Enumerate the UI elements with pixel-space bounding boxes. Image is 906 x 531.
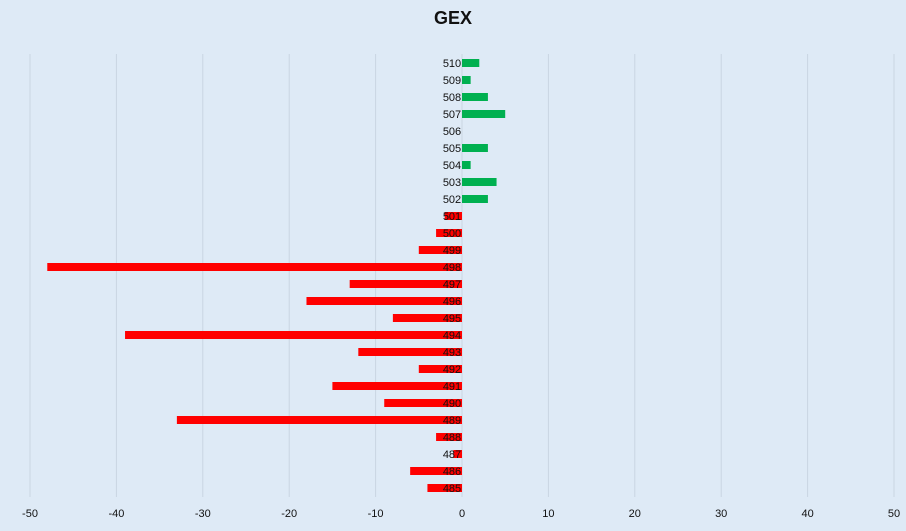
category-label: 509 xyxy=(443,75,461,87)
bar xyxy=(462,76,471,84)
bar xyxy=(410,467,462,475)
bar xyxy=(436,229,462,237)
category-label: 499 xyxy=(443,245,461,257)
category-label: 500 xyxy=(443,228,461,240)
x-tick-label: -30 xyxy=(195,508,211,520)
bar xyxy=(462,110,506,118)
bar xyxy=(47,263,462,271)
category-label: 490 xyxy=(443,398,461,410)
x-tick-label: 10 xyxy=(542,508,554,520)
bar xyxy=(427,484,462,492)
bar xyxy=(418,365,462,373)
category-label: 496 xyxy=(443,296,461,308)
x-tick-label: 20 xyxy=(629,508,641,520)
bar xyxy=(462,144,488,152)
category-label: 502 xyxy=(443,194,461,206)
category-label: 497 xyxy=(443,279,461,291)
bar xyxy=(176,416,462,424)
category-label: 503 xyxy=(443,177,461,189)
category-label: 506 xyxy=(443,126,461,138)
bar xyxy=(392,314,462,322)
bar xyxy=(358,348,462,356)
bar xyxy=(306,297,462,305)
x-tick-label: -40 xyxy=(108,508,124,520)
bar xyxy=(453,450,462,458)
category-label: 508 xyxy=(443,92,461,104)
x-tick-label: 50 xyxy=(888,508,900,520)
category-label: 498 xyxy=(443,262,461,274)
x-tick-label: 30 xyxy=(715,508,727,520)
bar xyxy=(384,399,462,407)
category-label: 501 xyxy=(443,211,461,223)
bar xyxy=(444,212,462,220)
category-label: 488 xyxy=(443,432,461,444)
x-tick-label: -20 xyxy=(281,508,297,520)
category-label: 485 xyxy=(443,483,461,495)
bar xyxy=(462,59,480,67)
category-label: 507 xyxy=(443,109,461,121)
bar xyxy=(462,195,488,203)
category-label: 493 xyxy=(443,347,461,359)
category-label: 489 xyxy=(443,415,461,427)
x-tick-label: 40 xyxy=(801,508,813,520)
category-label: 486 xyxy=(443,466,461,478)
category-label: 504 xyxy=(443,160,461,172)
bar xyxy=(332,382,462,390)
bar xyxy=(462,178,497,186)
category-label: 487 xyxy=(443,449,461,461)
bar xyxy=(436,433,462,441)
x-tick-label: -50 xyxy=(22,508,38,520)
bar xyxy=(418,246,462,254)
category-label: 491 xyxy=(443,381,461,393)
category-label: 505 xyxy=(443,143,461,155)
category-label: 495 xyxy=(443,313,461,325)
bar xyxy=(462,161,471,169)
category-label: 494 xyxy=(443,330,461,342)
x-tick-label: -10 xyxy=(368,508,384,520)
bar xyxy=(125,331,462,339)
category-label: 510 xyxy=(443,58,461,70)
chart-title: GEX xyxy=(433,8,472,28)
bar xyxy=(462,93,488,101)
x-tick-label: 0 xyxy=(459,508,465,520)
category-label: 492 xyxy=(443,364,461,376)
bar xyxy=(349,280,462,288)
